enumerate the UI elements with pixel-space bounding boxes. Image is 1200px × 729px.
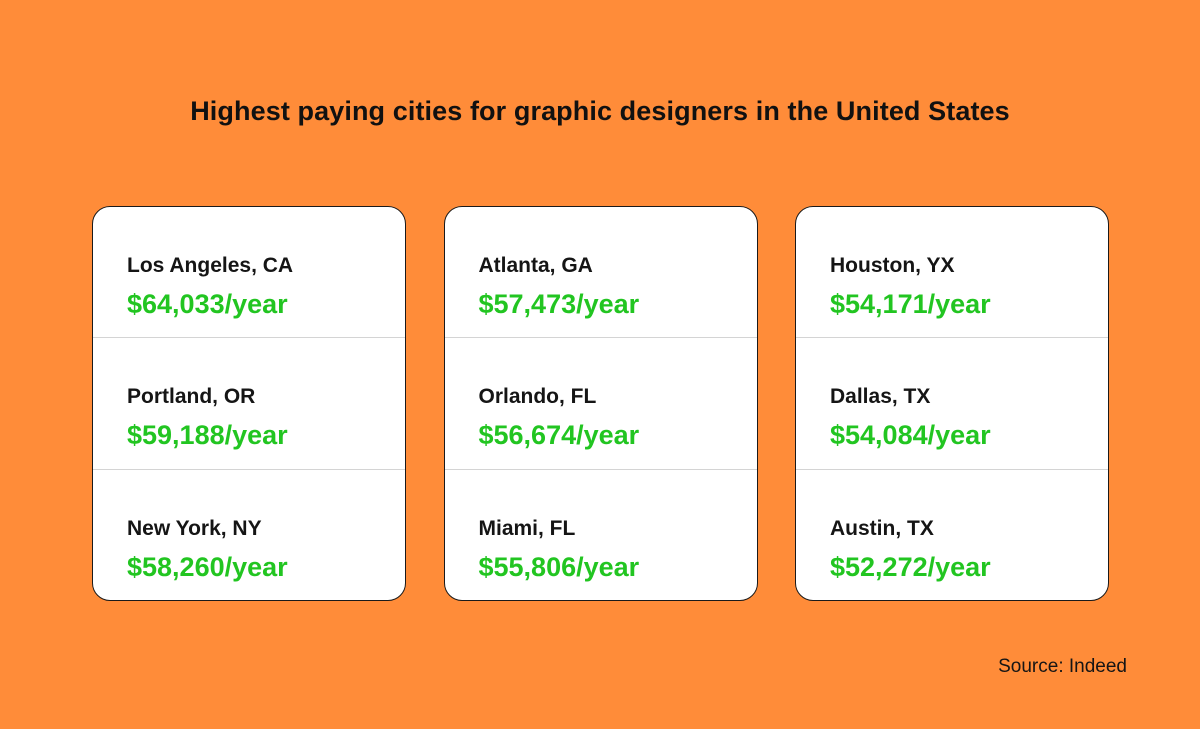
city-card-3: Houston, YX $54,171/year Dallas, TX $54,… bbox=[795, 206, 1109, 601]
city-row: Los Angeles, CA $64,033/year bbox=[93, 207, 405, 339]
page-title: Highest paying cities for graphic design… bbox=[190, 96, 1010, 126]
city-cards: Los Angeles, CA $64,033/year Portland, O… bbox=[92, 206, 1109, 601]
city-salary: $58,260/year bbox=[127, 551, 288, 582]
city-name: Dallas, TX bbox=[830, 385, 931, 409]
city-row: Miami, FL $55,806/year bbox=[445, 470, 757, 600]
city-row: New York, NY $58,260/year bbox=[93, 470, 405, 600]
city-salary: $52,272/year bbox=[830, 551, 991, 582]
city-row: Austin, TX $52,272/year bbox=[796, 470, 1108, 600]
city-row: Portland, OR $59,188/year bbox=[93, 338, 405, 470]
city-salary: $64,033/year bbox=[127, 289, 288, 319]
city-name: Miami, FL bbox=[478, 516, 576, 540]
city-card-2: Atlanta, GA $57,473/year Orlando, FL $56… bbox=[443, 206, 758, 601]
city-name: Atlanta, GA bbox=[478, 254, 593, 277]
city-card-1: Los Angeles, CA $64,033/year Portland, O… bbox=[92, 206, 406, 601]
city-name: Houston, YX bbox=[830, 254, 955, 277]
city-salary: $59,188/year bbox=[127, 420, 288, 451]
city-row: Atlanta, GA $57,473/year bbox=[444, 207, 757, 339]
city-name: Austin, TX bbox=[830, 516, 934, 540]
city-salary: $56,674/year bbox=[478, 420, 640, 451]
city-name: Los Angeles, CA bbox=[127, 254, 294, 277]
city-salary: $54,084/year bbox=[830, 420, 991, 451]
city-name: New York, NY bbox=[127, 516, 262, 540]
city-row: Orlando, FL $56,674/year bbox=[444, 338, 757, 470]
city-salary: $54,171/year bbox=[830, 289, 991, 319]
city-row: Dallas, TX $54,084/year bbox=[796, 338, 1108, 470]
city-salary: $57,473/year bbox=[478, 289, 640, 319]
city-name: Orlando, FL bbox=[478, 385, 597, 409]
source-credit: Source: Indeed bbox=[998, 656, 1127, 677]
city-name: Portland, OR bbox=[127, 385, 256, 409]
city-row: Houston, YX $54,171/year bbox=[796, 207, 1108, 339]
city-salary: $55,806/year bbox=[478, 551, 640, 582]
